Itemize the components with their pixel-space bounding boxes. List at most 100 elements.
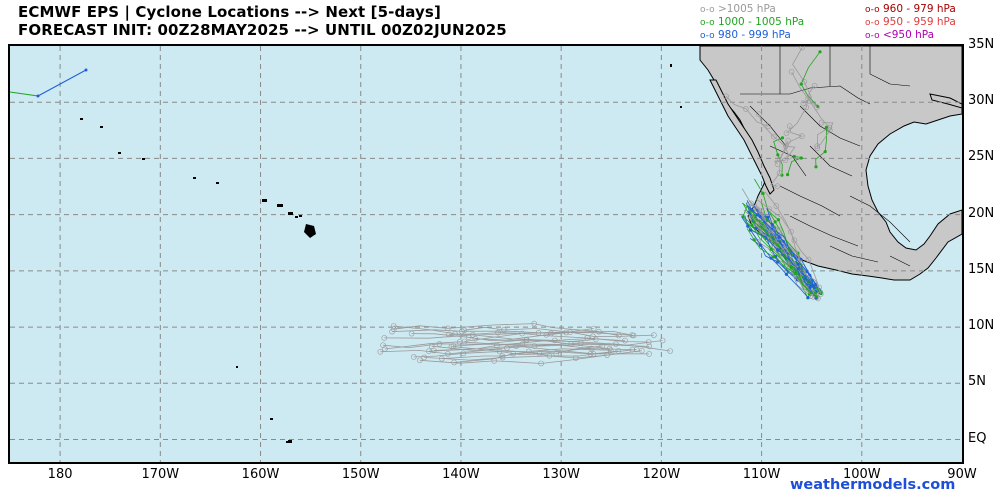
maui (288, 212, 293, 215)
track-point (808, 285, 812, 290)
track-point (553, 350, 560, 357)
track-point (755, 213, 759, 217)
lon-label: 160W (241, 467, 280, 482)
track-point (818, 50, 822, 54)
track-point (761, 191, 765, 195)
track-point (817, 291, 824, 297)
track-point (445, 351, 451, 357)
track-point (799, 46, 805, 51)
lat-label: 30N (968, 93, 995, 109)
track-central-pacific (433, 340, 650, 351)
track-point (572, 355, 579, 361)
track-point (501, 327, 507, 333)
track-point (784, 272, 789, 276)
track-point (776, 153, 780, 157)
track-point (588, 345, 595, 352)
track-mexico-coast (764, 191, 820, 288)
track-point (651, 332, 657, 338)
track-point (587, 351, 594, 357)
track-point (469, 331, 476, 338)
track-point (519, 341, 526, 348)
track-central-pacific (464, 326, 634, 336)
track-point (645, 339, 652, 345)
track-point (531, 320, 538, 327)
track-point (772, 255, 776, 259)
track-point (814, 143, 821, 149)
track-point (768, 227, 775, 233)
track-point (622, 337, 628, 344)
track-point (776, 248, 780, 252)
lon-label: 150W (341, 467, 380, 482)
track-point (431, 347, 437, 354)
track-mexico-coast (747, 205, 812, 293)
track-point (801, 78, 808, 85)
cyclone-tracks (377, 46, 834, 367)
track-mexico-coast (747, 216, 811, 297)
track-point (389, 328, 395, 335)
track-point (782, 157, 789, 164)
track-point (818, 119, 825, 126)
track-point (606, 345, 613, 352)
track-point (436, 341, 443, 347)
kauai (262, 199, 267, 202)
brand-watermark: weathermodels.com (790, 477, 956, 493)
track-point (494, 342, 500, 349)
map-title: ECMWF EPS | Cyclone Locations --> Next [… (18, 3, 441, 21)
track-point (499, 354, 506, 361)
islands (80, 64, 682, 443)
lat-label: 10N (968, 318, 995, 334)
legend-item-960-979: o-o 960 - 979 hPa (865, 3, 956, 15)
track-inland (791, 71, 818, 108)
track-point (805, 256, 812, 263)
legend-left: o-o >1005 hPa o-o 1000 - 1005 hPa o-o 98… (700, 3, 804, 42)
legend-item-1000-1005: o-o 1000 - 1005 hPa (700, 16, 805, 28)
track-point (538, 360, 544, 367)
track-point (814, 165, 818, 169)
track-point (390, 323, 397, 329)
track-point (799, 133, 805, 139)
track-mexico-coast (747, 205, 811, 288)
track-point (377, 348, 384, 355)
track-point (535, 329, 542, 336)
track-point (776, 234, 783, 241)
track-point (805, 269, 809, 273)
track-point (788, 69, 795, 75)
track-point (766, 206, 773, 212)
track-point (750, 223, 754, 227)
lon-label: 120W (642, 467, 681, 482)
lat-label: 5N (968, 374, 986, 390)
track-point (748, 228, 753, 232)
track-mexico-coast (759, 212, 822, 295)
track-point (752, 238, 756, 242)
track-point (826, 127, 833, 134)
cuba (929, 93, 962, 109)
track-point (421, 354, 428, 361)
track-point (460, 350, 467, 357)
lat-label: 20N (968, 205, 995, 221)
track-point (785, 173, 790, 177)
map-subtitle: FORECAST INIT: 00Z28MAY2025 --> UNTIL 00… (18, 21, 507, 39)
track-point (428, 343, 435, 350)
track-point (792, 154, 796, 159)
track-central-pacific (411, 333, 596, 342)
track-point (770, 133, 777, 140)
track-central-pacific (475, 331, 654, 341)
track-inland (725, 96, 769, 127)
track-point (646, 343, 653, 350)
track-point (769, 247, 773, 251)
lon-label: 140W (442, 467, 480, 482)
track-central-pacific (454, 349, 637, 363)
track-point (578, 340, 584, 346)
track-central-pacific (419, 354, 608, 364)
track-inland (779, 126, 803, 160)
track-point (781, 247, 788, 254)
track-point (776, 218, 781, 222)
track-inland (770, 140, 789, 187)
track-point (780, 136, 785, 140)
track-point (590, 333, 596, 340)
track-point (382, 346, 388, 352)
track-inland (809, 100, 831, 149)
track-point (590, 325, 597, 332)
track-point (659, 337, 666, 344)
lat-label: 25N (968, 149, 995, 165)
